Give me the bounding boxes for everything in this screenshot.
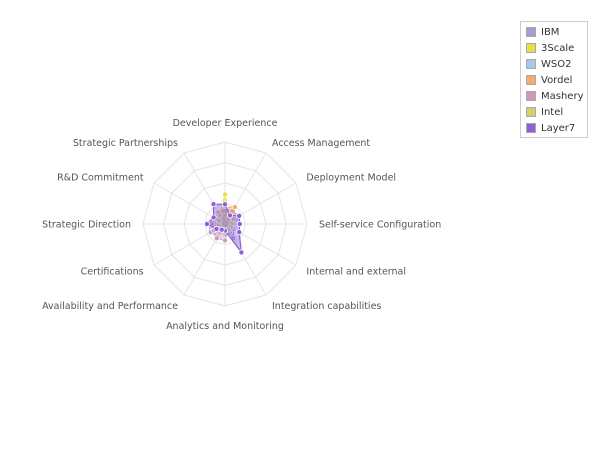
- legend-label: Mashery: [541, 90, 584, 102]
- axis-label: Developer Experience: [173, 118, 278, 129]
- data-point[interactable]: [203, 220, 210, 227]
- data-point[interactable]: [236, 212, 243, 219]
- data-point[interactable]: [236, 220, 243, 227]
- series-layer: [203, 191, 245, 256]
- legend-item-ibm[interactable]: IBM: [521, 24, 587, 40]
- legend-item-intel[interactable]: Intel: [521, 104, 587, 120]
- series-layer7: [203, 201, 245, 256]
- data-point[interactable]: [236, 229, 243, 236]
- legend-label: 3Scale: [541, 42, 575, 54]
- data-point[interactable]: [231, 203, 238, 210]
- legend-item-3scale[interactable]: 3Scale: [521, 40, 587, 56]
- legend-item-wso2[interactable]: WSO2: [521, 56, 587, 72]
- data-point[interactable]: [238, 249, 245, 256]
- legend-label: Layer7: [541, 122, 576, 134]
- data-point[interactable]: [213, 235, 220, 242]
- axis-label: Certifications: [81, 267, 144, 278]
- axis-labels: Developer Experience Access Management Dep…: [42, 118, 441, 332]
- data-point[interactable]: [230, 216, 237, 223]
- data-point[interactable]: [221, 237, 228, 244]
- axis-label: Self-service Configuration: [319, 220, 441, 231]
- data-point[interactable]: [221, 201, 228, 208]
- legend-swatch: [526, 59, 536, 69]
- legend-swatch: [526, 75, 536, 85]
- axis-label: Integration capabilities: [272, 301, 381, 312]
- axis-label: Internal and external: [306, 267, 406, 278]
- legend-swatch: [526, 123, 536, 133]
- data-point[interactable]: [221, 191, 228, 198]
- legend-swatch: [526, 27, 536, 37]
- legend: IBM 3Scale WSO2 Vordel Mashery Intel Layer7: [520, 21, 588, 138]
- legend-swatch: [526, 43, 536, 53]
- axis-label: Strategic Direction: [42, 220, 131, 231]
- legend-label: IBM: [541, 26, 560, 38]
- data-point[interactable]: [217, 212, 224, 219]
- data-point[interactable]: [226, 212, 233, 219]
- legend-label: Vordel: [541, 74, 573, 86]
- legend-item-layer7[interactable]: Layer7: [521, 120, 587, 136]
- axis-label: Strategic Partnerships: [73, 138, 178, 149]
- legend-item-mashery[interactable]: Mashery: [521, 88, 587, 104]
- axis-label: Deployment Model: [306, 173, 396, 184]
- legend-swatch: [526, 107, 536, 117]
- legend-item-vordel[interactable]: Vordel: [521, 72, 587, 88]
- data-point[interactable]: [210, 201, 217, 208]
- legend-label: WSO2: [541, 58, 572, 70]
- data-point[interactable]: [213, 225, 220, 232]
- data-point[interactable]: [218, 226, 225, 233]
- axis-label: Analytics and Monitoring: [166, 321, 284, 332]
- axis-label: Availability and Performance: [42, 301, 178, 312]
- legend-label: Intel: [541, 106, 564, 118]
- axis-label: Access Management: [272, 138, 370, 149]
- axis-label: R&D Commitment: [57, 173, 144, 184]
- data-point[interactable]: [210, 214, 217, 221]
- legend-swatch: [526, 91, 536, 101]
